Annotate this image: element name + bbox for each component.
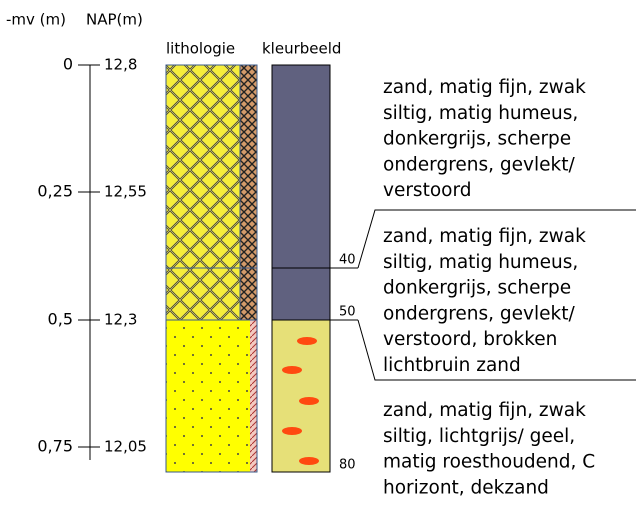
mottle — [282, 427, 302, 435]
description-line: zand, matig fijn, zwak — [383, 400, 586, 421]
nap-header: NAP(m) — [86, 11, 143, 29]
description-line: siltig, matig humeus, — [383, 103, 578, 124]
description-line: donkergrijs, scherpe — [383, 129, 571, 150]
description-line: siltig, lichtgrijs/ geel, — [383, 426, 575, 447]
dark-grey-color — [272, 65, 330, 320]
lithology-border — [165, 64, 258, 473]
description-line: ondergrens, gevlekt/ — [383, 154, 575, 175]
mottle — [282, 366, 302, 374]
light-yellow-color — [272, 320, 330, 472]
lithology-header: lithologie — [166, 40, 235, 58]
depth-label: 0 — [63, 55, 73, 74]
description-line: zand, matig fijn, zwak — [383, 226, 586, 247]
description-line: siltig, matig humeus, — [383, 252, 578, 273]
depth-label: 0,75 — [37, 437, 73, 456]
description-line: lichtbruin zand — [383, 355, 521, 376]
color-header: kleurbeeld — [262, 40, 341, 58]
dotted-sand — [166, 320, 250, 472]
description-line: ondergrens, gevlekt/ — [383, 303, 575, 324]
layer-depth-label: 50 — [339, 305, 356, 320]
nap-label: 12,8 — [104, 56, 137, 74]
description-line: verstoord, brokken — [383, 329, 557, 350]
description-line: verstoord — [383, 180, 472, 201]
nap-label: 12,55 — [104, 183, 147, 201]
nap-label: 12,05 — [104, 438, 147, 456]
mottle — [299, 397, 319, 405]
leader-line — [357, 209, 636, 269]
layer-depth-label: 40 — [339, 253, 356, 268]
description-line: donkergrijs, scherpe — [383, 278, 571, 299]
depth-label: 0,25 — [37, 182, 73, 201]
lattice-sand — [166, 65, 240, 320]
description-line: horizont, dekzand — [383, 477, 549, 498]
color-border — [271, 64, 331, 473]
nap-label: 12,3 — [104, 311, 137, 329]
depth-label: 0,5 — [48, 310, 73, 329]
mottle — [297, 337, 317, 345]
mottle — [299, 457, 319, 465]
depth-header: -mv (m) — [6, 11, 66, 29]
description-line: matig roesthoudend, C — [383, 452, 595, 473]
description-line: zand, matig fijn, zwak — [383, 77, 586, 98]
humus-strip — [240, 65, 257, 320]
layer-depth-label: 80 — [339, 458, 356, 473]
leader-line — [357, 319, 636, 381]
pink-strip — [250, 320, 257, 472]
